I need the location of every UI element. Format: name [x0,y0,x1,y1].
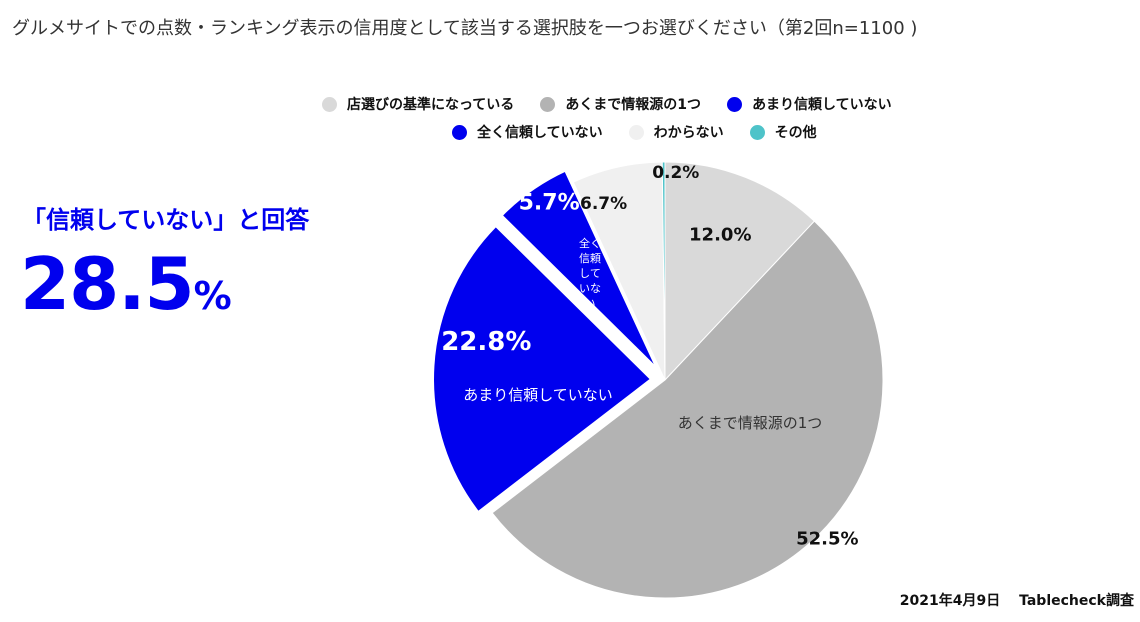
chart-title: グルメサイトでの点数・ランキング表示の信用度として該当する選択肢を一つお選びくだ… [12,18,918,39]
legend-label: あまり信頼していない [752,97,892,113]
slice-value-label: 5.7% [519,191,580,216]
slice-value-label: 22.8% [441,327,531,357]
legend-item: その他 [749,122,817,142]
slice-category-label: あくまで情報源の1つ [678,414,823,432]
legend-label: わからない [653,125,724,141]
legend-swatch [322,96,337,112]
legend-swatch [452,124,467,140]
source-note: 2021年4月9日 Tablecheck調査 [899,593,1134,609]
pie-slice [491,220,884,599]
slice-category-label: あまり信頼していない [463,386,613,404]
callout-number: 28.5 [20,242,195,326]
legend-label: 全く信頼していない [477,125,603,141]
legend-item: わからない [628,122,724,142]
legend-item: 全く信頼していない [452,122,603,142]
slice-value-label: 12.0% [689,225,751,246]
slice-value-label: 0.2% [652,163,699,183]
legend-swatch [749,124,765,140]
legend-swatch [727,96,743,112]
legend-label: 店選びの基準になっている [347,97,515,113]
callout-unit: % [193,274,232,318]
legend-swatch [628,124,644,140]
pie-slice [661,161,666,381]
slice-value-label: 6.7% [580,194,627,214]
pie-slice [432,224,653,514]
slice-category-label: 全く信頼していない [579,236,601,310]
legend-item: あくまで情報源の1つ [540,94,701,114]
legend-label: あくまで情報源の1つ [565,97,702,113]
slice-value-label: 52.5% [796,528,858,549]
callout-value: 28.5% [20,248,232,320]
legend-row: 全く信頼していない わからない その他 [452,122,843,144]
legend-item: あまり信頼していない [727,94,892,114]
pie-slice [664,161,816,382]
callout-label: 「信頼していない」と回答 [22,206,310,234]
legend-item: 店選びの基準になっている [322,94,514,114]
legend-swatch [540,96,556,112]
legend-row: 店選びの基準になっている あくまで情報源の1つ あまり信頼していない [322,94,918,116]
pie-slice [500,169,658,370]
legend-label: その他 [774,125,817,141]
